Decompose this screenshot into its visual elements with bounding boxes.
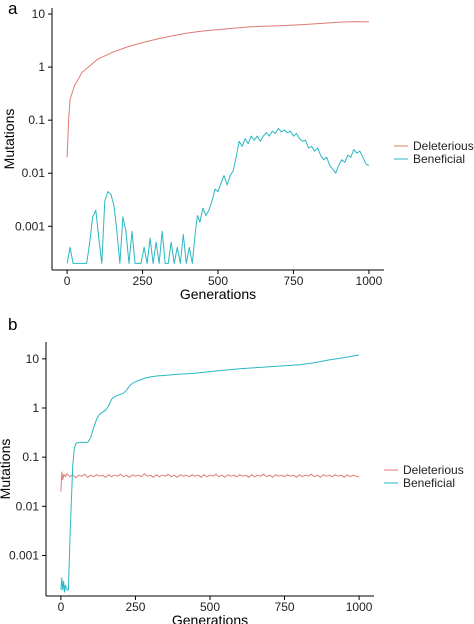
y-tick-label: 0.1 <box>28 113 45 127</box>
y-tick-label: 0.001 <box>15 219 45 233</box>
series-deleterious-line <box>66 21 369 158</box>
series-beneficial-line <box>60 354 360 593</box>
legend-label-deleterious: Deleterious <box>403 463 464 477</box>
y-tick-label: 0.01 <box>22 166 46 180</box>
panel-label: a <box>8 0 18 18</box>
y-axis-title: Mutations <box>1 109 17 170</box>
legend-label-beneficial: Beneficial <box>413 152 465 166</box>
x-tick-label: 0 <box>64 274 71 288</box>
x-tick-label: 1000 <box>346 600 373 614</box>
x-tick-label: 500 <box>200 600 220 614</box>
series-deleterious-line <box>60 471 360 492</box>
legend-label-deleterious: Deleterious <box>413 139 474 153</box>
series-beneficial-line <box>66 127 370 264</box>
x-tick-label: 250 <box>133 274 153 288</box>
x-tick-label: 250 <box>125 600 145 614</box>
x-tick-label: 500 <box>208 274 228 288</box>
legend-label-beneficial: Beneficial <box>403 476 455 490</box>
y-tick-label: 0.1 <box>22 450 39 464</box>
y-tick-label: 1 <box>38 60 45 74</box>
y-tick-label: 10 <box>26 352 40 366</box>
x-tick-label: 0 <box>58 600 65 614</box>
y-tick-label: 0.01 <box>16 499 40 513</box>
panel-a: a 0 250 500 750 1000 10 1 0.1 0.01 0.001 Generation… <box>1 0 474 302</box>
y-tick-label: 10 <box>32 7 46 21</box>
panel-b: b 0 250 500 750 1000 10 1 0.1 0.01 0.001 Generation… <box>0 315 464 624</box>
x-tick-label: 750 <box>275 600 295 614</box>
y-tick-label: 0.001 <box>9 548 39 562</box>
y-axis-title: Mutations <box>0 439 13 500</box>
x-axis-title: Generations <box>172 612 248 624</box>
y-tick-label: 1 <box>32 401 39 415</box>
x-tick-label: 750 <box>283 274 303 288</box>
x-axis-title: Generations <box>180 286 256 302</box>
x-tick-label: 1000 <box>356 274 383 288</box>
panel-label: b <box>8 315 17 334</box>
